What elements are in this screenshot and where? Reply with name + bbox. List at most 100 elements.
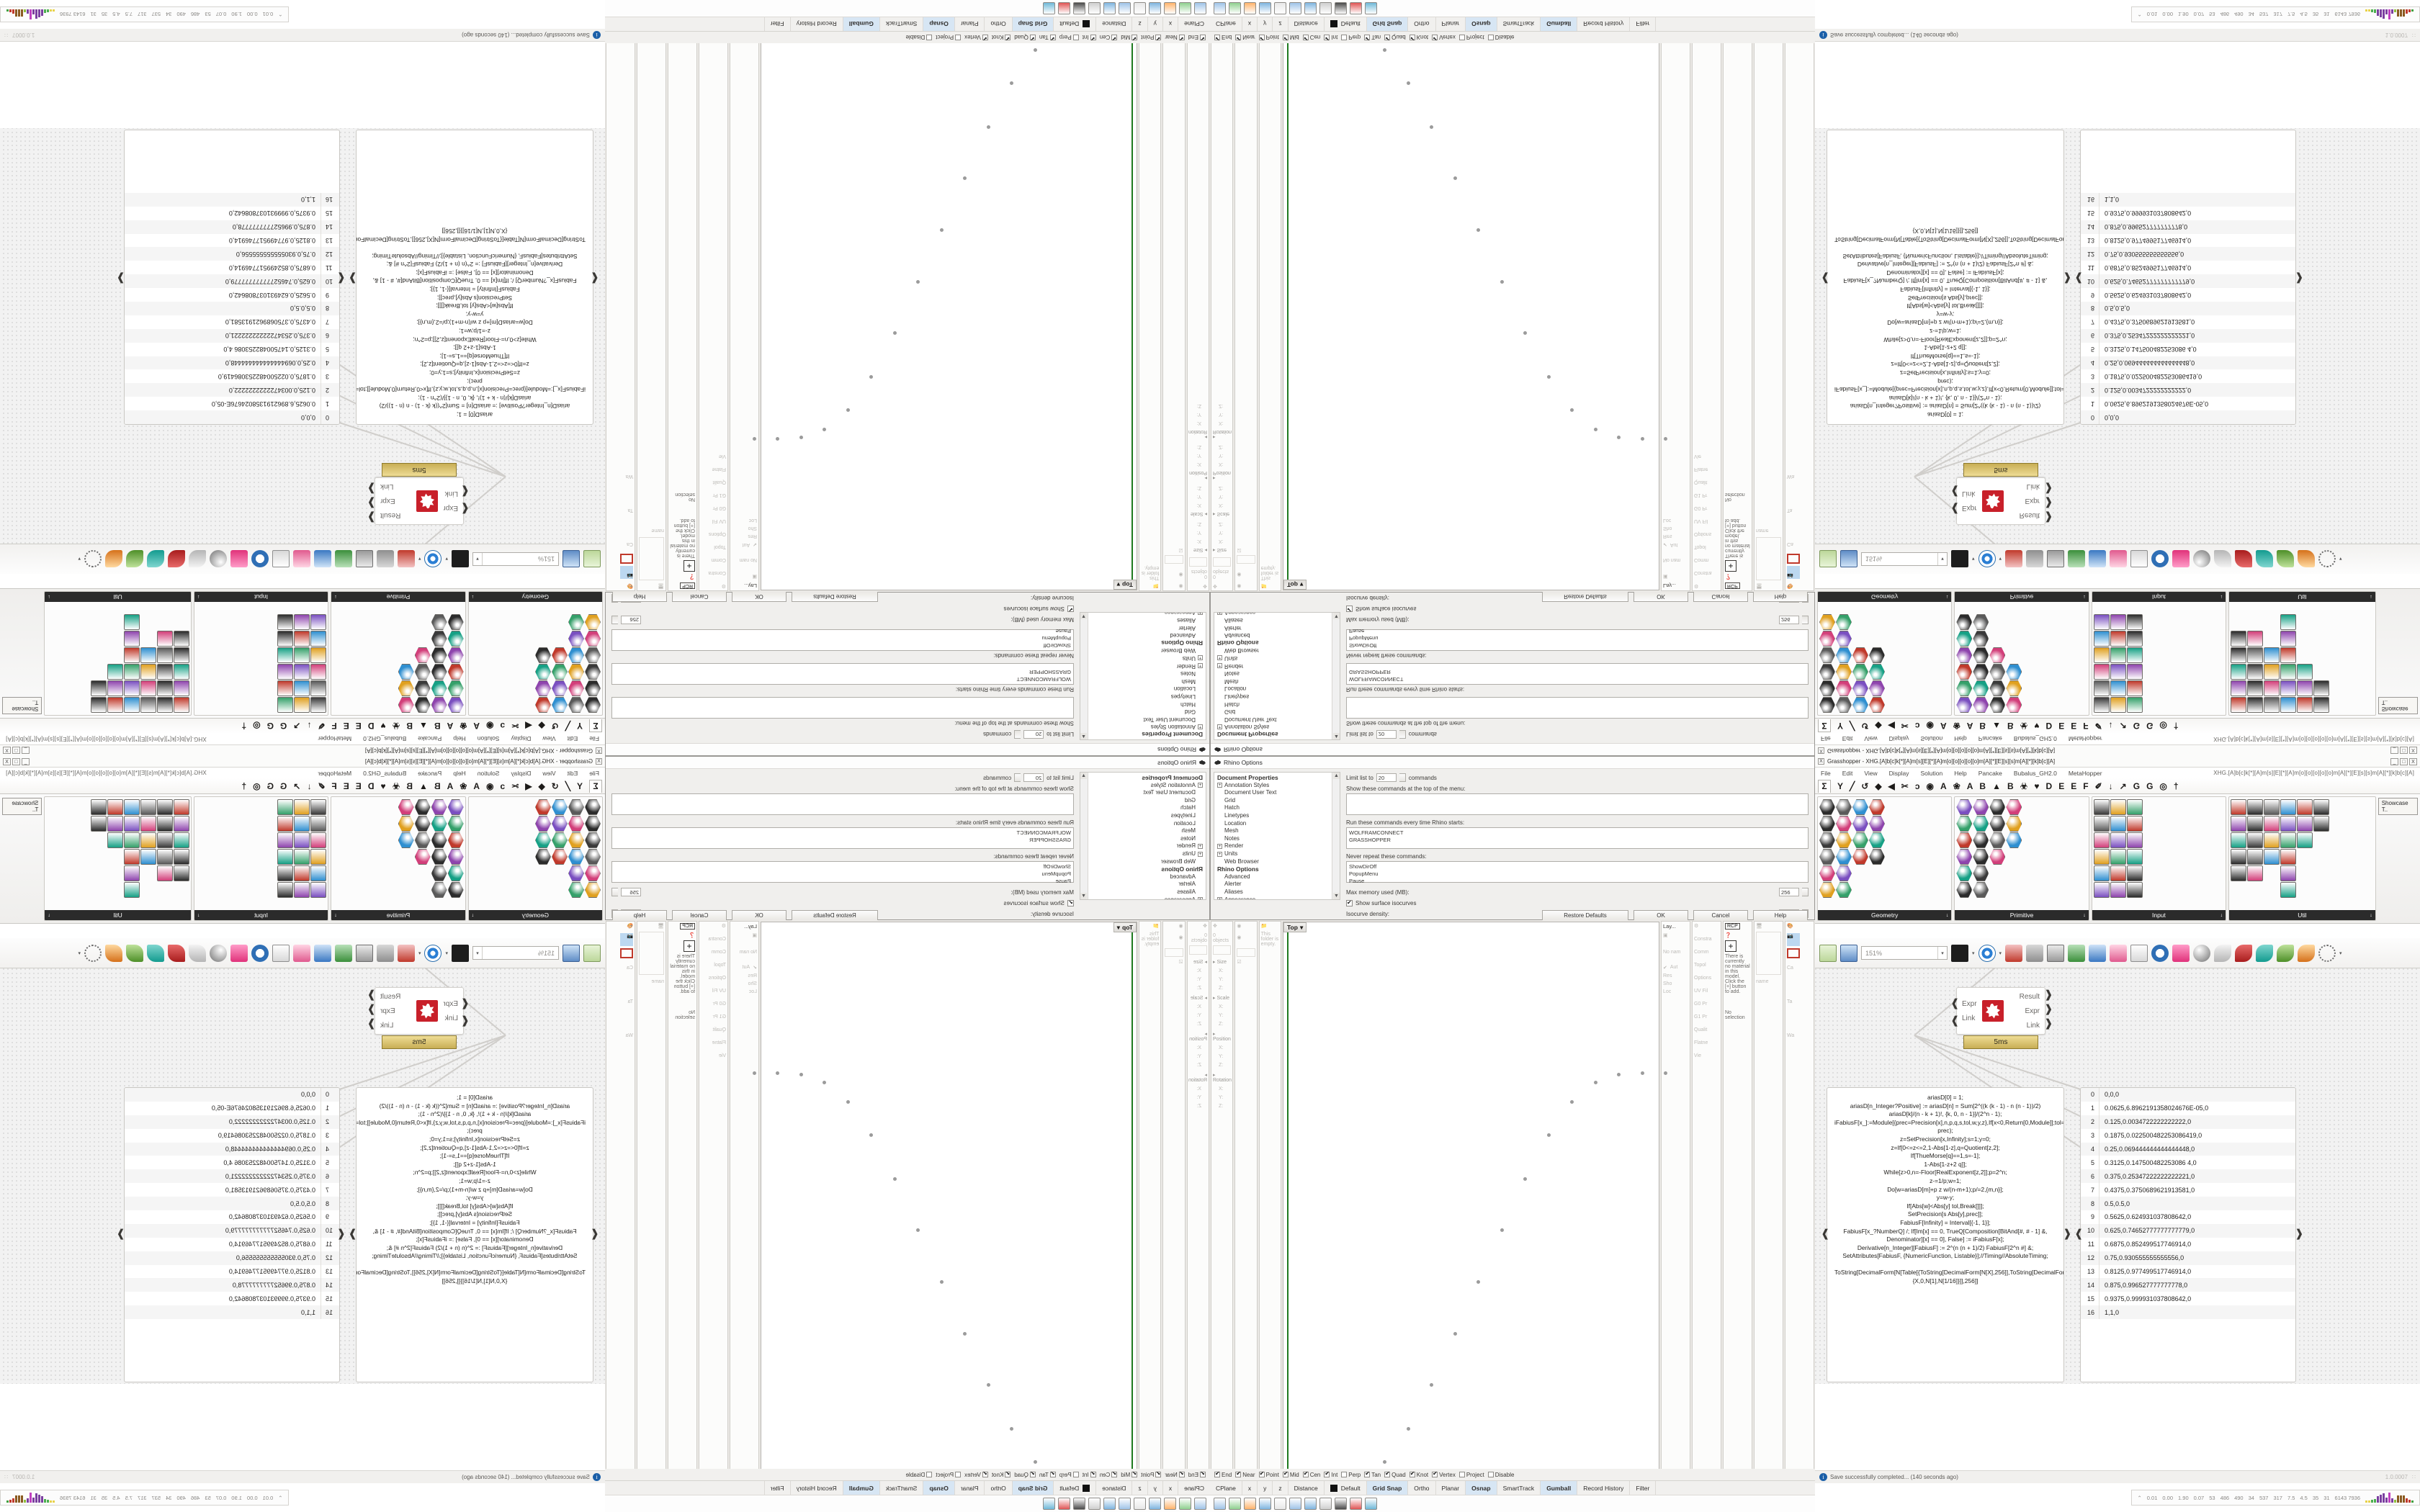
osnap-mid[interactable]: Mid <box>1282 1470 1299 1478</box>
gh-ribbon-tab-7[interactable]: ɔ <box>500 721 506 732</box>
osnap-point[interactable]: Point <box>1258 1470 1279 1478</box>
input-expr-label[interactable]: Expr <box>443 999 458 1008</box>
ribbon-group-pin-icon[interactable]: ↓ <box>1945 594 1949 600</box>
gh-component-icon[interactable] <box>1819 865 1835 881</box>
osnap-cen[interactable]: Cen <box>1302 35 1320 41</box>
taskbar-app-icon[interactable] <box>1058 2 1070 14</box>
osnap-project[interactable]: Project <box>1458 35 1484 41</box>
taskbar-app-icon[interactable] <box>1365 1498 1377 1510</box>
gh-component-icon[interactable] <box>2126 832 2143 848</box>
surface-icon[interactable] <box>2214 944 2232 962</box>
gh-ribbon-tab-26[interactable]: ◎ <box>253 780 261 791</box>
gh-component-icon[interactable] <box>535 697 551 713</box>
gh-component-icon[interactable] <box>585 832 601 848</box>
gh-component-icon[interactable] <box>2006 832 2022 848</box>
color-wheel-icon[interactable]: 🎨 <box>1787 924 1793 929</box>
properties-section-size[interactable]: ▸ Size <box>1193 960 1207 965</box>
chevron-down-icon[interactable]: ▾ <box>1937 553 1947 565</box>
panel-constraints[interactable]: ⚙ Constra Comm Topol Options UV Fil G0 Pr G1 P… <box>699 921 728 1511</box>
gh-ribbon-tab-16[interactable]: ♥ <box>380 721 386 732</box>
options-tree-item-hatch[interactable]: Hatch <box>1080 804 1206 812</box>
name-field[interactable] <box>1213 945 1232 955</box>
gh-component-icon[interactable] <box>277 680 294 696</box>
grasshopper-menubar[interactable]: File Edit View Display Solution Help Pan… <box>1815 768 2420 778</box>
gh-component-icon[interactable] <box>1956 849 1973 865</box>
gh-component-icon[interactable] <box>156 631 173 647</box>
taskbar-app-icon[interactable] <box>1229 2 1241 14</box>
status-coord-z[interactable]: z <box>1273 17 1289 32</box>
search-icon[interactable] <box>251 550 269 568</box>
gh-component-icon[interactable] <box>173 849 189 865</box>
gh-component-icon[interactable] <box>431 647 447 663</box>
gh-menu-file[interactable]: File <box>1821 769 1831 777</box>
gh-ribbon-tab-0[interactable]: Σ <box>589 779 602 793</box>
preview-mesh-icon[interactable] <box>376 550 394 568</box>
gh-ribbon-tab-2[interactable]: ╱ <box>1850 780 1855 791</box>
maximize-button[interactable]: □ <box>12 757 20 765</box>
ribbon-group-pin-icon[interactable]: ↓ <box>2370 594 2372 600</box>
options-tree-item-web-browser[interactable]: Web Browser <box>1080 858 1206 866</box>
gh-ribbon-tab-10[interactable]: ❀ <box>460 780 467 791</box>
gh-component-icon[interactable] <box>173 664 189 680</box>
sketch-icon[interactable] <box>334 944 352 962</box>
gh-component-icon[interactable] <box>2264 647 2280 663</box>
gh-component-icon[interactable] <box>2126 882 2143 898</box>
gh-ribbon-tab-27[interactable]: † <box>2173 721 2179 732</box>
gh-ribbon-tab-3[interactable]: ↺ <box>1861 721 1869 732</box>
zoom-level-select[interactable]: 151% ▾ <box>472 946 559 960</box>
osnap-checkbox[interactable] <box>982 1472 988 1477</box>
gh-ribbon-tab-13[interactable]: ▲ <box>1992 721 2001 732</box>
status-layer[interactable]: Default <box>1325 1480 1367 1495</box>
gh-ribbon-tab-16[interactable]: ♥ <box>380 780 386 791</box>
status-toggle-ortho[interactable]: Ortho <box>1408 17 1436 32</box>
osnap-checkbox[interactable] <box>1214 1470 1220 1477</box>
gh-component-icon[interactable] <box>568 799 584 815</box>
gh-component-icon[interactable] <box>1989 647 2005 663</box>
gh-component-icon[interactable] <box>585 882 601 898</box>
gh-component-icon[interactable] <box>1819 697 1835 713</box>
show-isocurves-checkbox-row[interactable]: Show surface isocurves <box>611 900 1074 906</box>
preview-eye-icon[interactable] <box>1978 944 1996 962</box>
gh-ribbon-tab-12[interactable]: B <box>434 780 441 791</box>
expand-icon[interactable]: + <box>1217 612 1222 615</box>
restore-defaults-button[interactable]: Restore Defaults <box>1542 909 1628 921</box>
scroll-down-arrow[interactable]: ▼ <box>1080 893 1087 899</box>
grasshopper-ribbon[interactable]: Geometry ↓ Primitive ↓ Input ↓ Util ↓ Showcase T… <box>0 794 605 924</box>
zoom-extents-icon[interactable] <box>1951 550 1968 568</box>
gh-component-icon[interactable] <box>2126 647 2143 663</box>
expand-icon[interactable]: + <box>1217 655 1222 661</box>
status-toggle-planar[interactable]: Planar <box>954 17 985 32</box>
orange-blob-icon[interactable] <box>2298 550 2316 568</box>
auto-checkbox[interactable]: ✔ <box>1663 541 1667 546</box>
gh-component-icon[interactable] <box>310 697 327 713</box>
status-toggle-grid-snap[interactable]: Grid Snap <box>1366 17 1409 32</box>
options-tree-item-notes[interactable]: Notes <box>1080 670 1206 677</box>
gh-component-icon[interactable] <box>123 816 140 832</box>
profiler-icon[interactable] <box>2089 550 2107 568</box>
grasshopper-canvas-toolbar[interactable]: 151% ▾ ▾ ▾ ▾ <box>0 938 605 968</box>
output-expr-label[interactable]: Expr <box>380 1007 395 1015</box>
scroll-down-arrow[interactable]: ▼ <box>1333 893 1340 899</box>
name-field[interactable] <box>1188 945 1207 955</box>
color-wheel-icon[interactable]: 🎨 <box>627 924 633 929</box>
gh-ribbon-tab-13[interactable]: ▲ <box>1992 780 2001 791</box>
osnap-cen[interactable]: Cen <box>1302 1470 1320 1478</box>
gh-ribbon-tab-5[interactable]: ◀ <box>525 721 532 732</box>
expand-icon[interactable]: + <box>1198 612 1203 615</box>
gh-component-icon[interactable] <box>1989 697 2005 713</box>
gh-component-icon[interactable] <box>156 680 173 696</box>
osnap-checkbox[interactable] <box>1178 35 1185 40</box>
gh-component-icon[interactable] <box>107 697 123 713</box>
options-tree-item-aliases[interactable]: Aliases <box>1080 888 1206 896</box>
gh-component-icon[interactable] <box>123 832 140 848</box>
osnap-disable[interactable]: Disable <box>906 35 933 41</box>
taskbar-app-icon[interactable] <box>1244 2 1256 14</box>
gh-component-icon[interactable] <box>310 614 327 630</box>
windows-taskbar[interactable] <box>1210 1495 1815 1512</box>
osnap-tan[interactable]: Tan <box>1039 1472 1056 1478</box>
gh-ribbon-tab-27[interactable]: † <box>2173 780 2179 791</box>
viewport-frame-icon[interactable] <box>620 554 633 564</box>
output-link-label[interactable]: Link <box>380 482 394 491</box>
grasshopper-menubar[interactable]: File Edit View Display Solution Help Pan… <box>0 734 605 744</box>
gh-component-icon[interactable] <box>2297 680 2313 696</box>
